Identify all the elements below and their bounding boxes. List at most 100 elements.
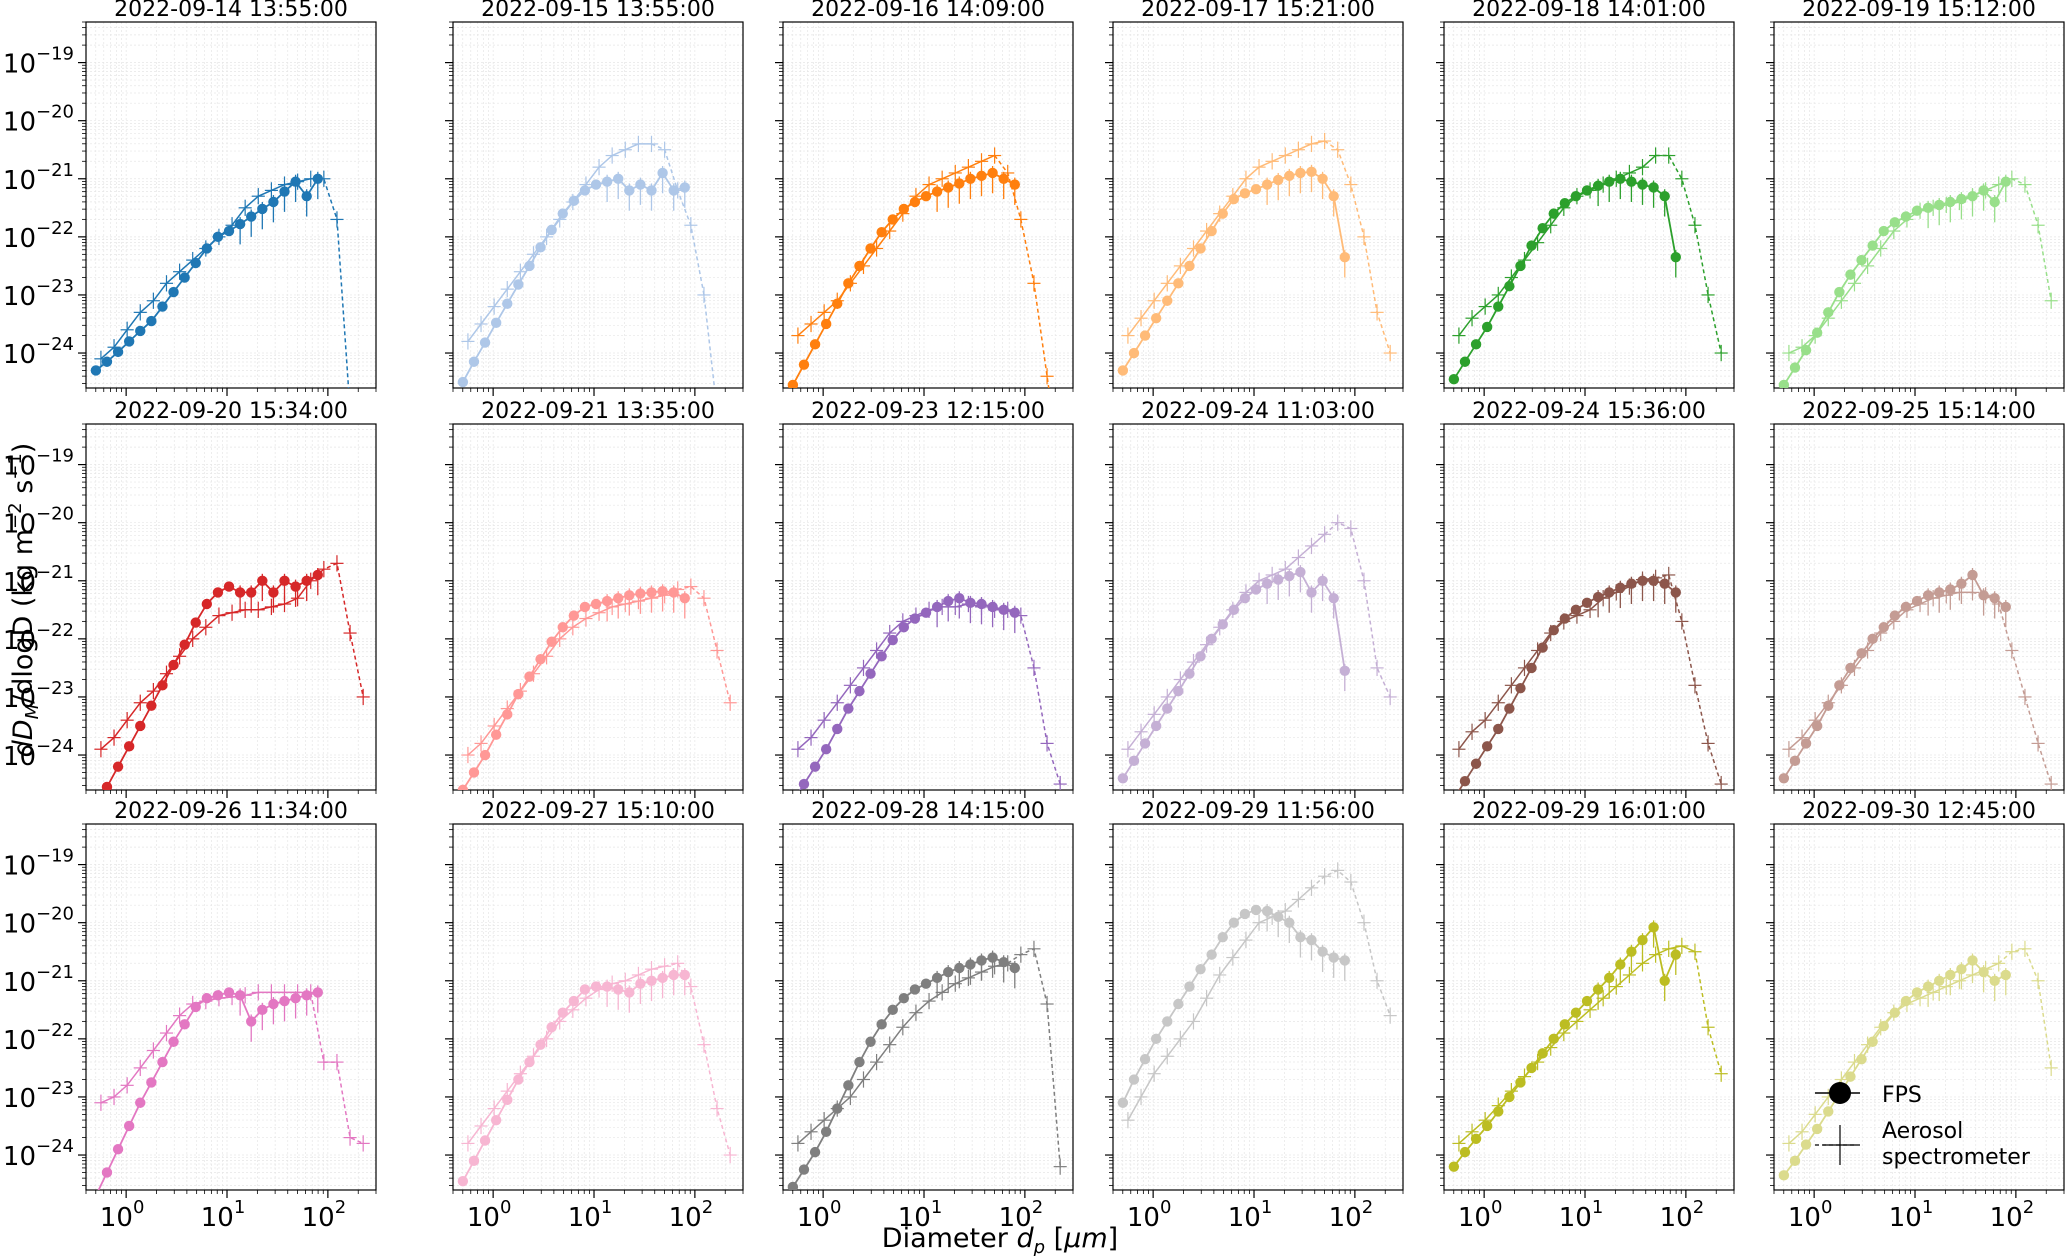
fps-marker — [1250, 904, 1262, 916]
fps-marker — [1626, 176, 1637, 187]
aerosol-line-dashed — [664, 962, 731, 1156]
fps-marker — [212, 990, 224, 1001]
fps-marker — [809, 761, 821, 772]
fps-marker — [1504, 703, 1515, 714]
fps-marker — [943, 595, 954, 607]
grid — [782, 21, 1074, 388]
fps-marker — [1206, 225, 1217, 237]
fps-marker — [1250, 584, 1262, 595]
fps-marker — [1537, 1048, 1548, 1059]
fps-marker — [1789, 755, 1801, 767]
fps-marker — [657, 586, 668, 597]
fps-marker — [954, 962, 965, 974]
fps-marker — [135, 1097, 146, 1108]
x-tick-label: 101 — [1889, 1197, 1934, 1233]
fps-marker — [1637, 934, 1648, 946]
fps-marker — [1967, 569, 1978, 581]
minor-ticks — [1440, 823, 1735, 1194]
fps-marker — [212, 587, 224, 598]
fps-line — [792, 956, 1016, 1188]
fps-marker — [920, 190, 932, 202]
panel-frame — [85, 823, 377, 1191]
fps-marker — [1515, 1077, 1526, 1088]
fps-marker — [312, 569, 323, 581]
y-tick-label: 10−22 — [3, 218, 74, 254]
panel-frame — [1112, 423, 1404, 791]
y-tick-label: 10−23 — [3, 1078, 74, 1114]
aerosol-line-solid — [1127, 887, 1312, 1121]
fps-marker — [1845, 269, 1856, 280]
panel-title: 2022-09-24 15:36:00 — [1472, 399, 1706, 424]
fps-marker — [513, 1074, 524, 1085]
fps-marker — [787, 379, 799, 388]
fps-marker — [1922, 590, 1934, 601]
panel-title: 2022-09-25 15:14:00 — [1802, 399, 2036, 424]
fps-marker — [135, 720, 146, 732]
fps-marker — [1945, 196, 1956, 208]
fps-marker — [1592, 984, 1604, 995]
aerosol-line-dashed — [1324, 521, 1391, 698]
fps-marker — [1317, 946, 1328, 957]
panel-frame — [452, 823, 744, 1191]
fps-marker — [613, 173, 624, 184]
fps-marker — [301, 990, 312, 1001]
fps-marker — [1856, 254, 1867, 266]
fps-marker — [1328, 190, 1339, 202]
fps-marker — [490, 729, 502, 740]
fps-marker — [1173, 278, 1184, 289]
grid — [1773, 423, 2065, 790]
fps-marker — [1856, 1053, 1867, 1065]
grid — [1112, 21, 1404, 388]
fps-marker — [1670, 949, 1681, 960]
fps-marker — [146, 315, 157, 327]
fps-marker — [502, 1094, 513, 1106]
fps-marker — [1978, 185, 1989, 196]
fps-marker — [854, 260, 865, 272]
fps-marker — [965, 597, 976, 609]
fps-marker — [657, 972, 668, 984]
fps-marker — [668, 969, 679, 981]
fps-marker — [279, 575, 290, 586]
fps-marker — [1856, 648, 1867, 659]
fps-marker — [976, 955, 987, 966]
fps-marker — [524, 671, 535, 682]
fps-marker — [798, 1164, 810, 1175]
fps-marker — [1526, 1062, 1537, 1074]
fps-marker — [168, 286, 179, 298]
panel-1: 2022-09-14 13:55:00 10−24 10−23 10−22 10−21 1… — [3, 0, 377, 396]
fps-marker — [157, 1056, 168, 1068]
fps-marker — [123, 336, 135, 347]
legend: FPS Aerosol spectrometer — [1815, 1082, 2031, 1170]
fps-marker — [1448, 1161, 1460, 1172]
fps-marker — [1317, 173, 1328, 184]
fps-marker — [1823, 1106, 1834, 1117]
fps-marker — [798, 359, 810, 370]
fps-marker — [1228, 917, 1240, 928]
panel-frame — [452, 423, 744, 791]
grid — [1443, 423, 1735, 790]
fps-marker — [1989, 196, 2000, 208]
aerosol-line-dashed — [1007, 947, 1061, 1167]
fps-marker — [1128, 347, 1140, 359]
fps-marker — [579, 984, 591, 995]
fps-marker — [1162, 703, 1173, 714]
fps-marker — [854, 685, 865, 697]
x-tick-label: 101 — [1228, 1197, 1273, 1233]
grid — [1443, 823, 1735, 1190]
fps-marker — [212, 231, 224, 243]
fps-marker — [1889, 1007, 1901, 1018]
aerosol-line-dashed — [297, 991, 364, 1145]
fps-marker — [931, 972, 943, 984]
panel-frame — [782, 21, 1074, 389]
plot-area — [94, 555, 370, 790]
fps-marker — [257, 203, 268, 215]
fps-marker — [865, 668, 876, 679]
fps-marker — [457, 1175, 469, 1187]
fps-marker — [1889, 217, 1901, 228]
y-axis-label: dDM/dlogD (kg m−2 s−1) — [5, 443, 43, 758]
panel-title: 2022-09-19 15:12:00 — [1802, 0, 2036, 22]
fps-marker — [590, 598, 602, 610]
aerosol-line-dashed — [1655, 574, 1722, 785]
fps-marker — [1228, 193, 1240, 205]
plot-area — [1778, 567, 2058, 790]
